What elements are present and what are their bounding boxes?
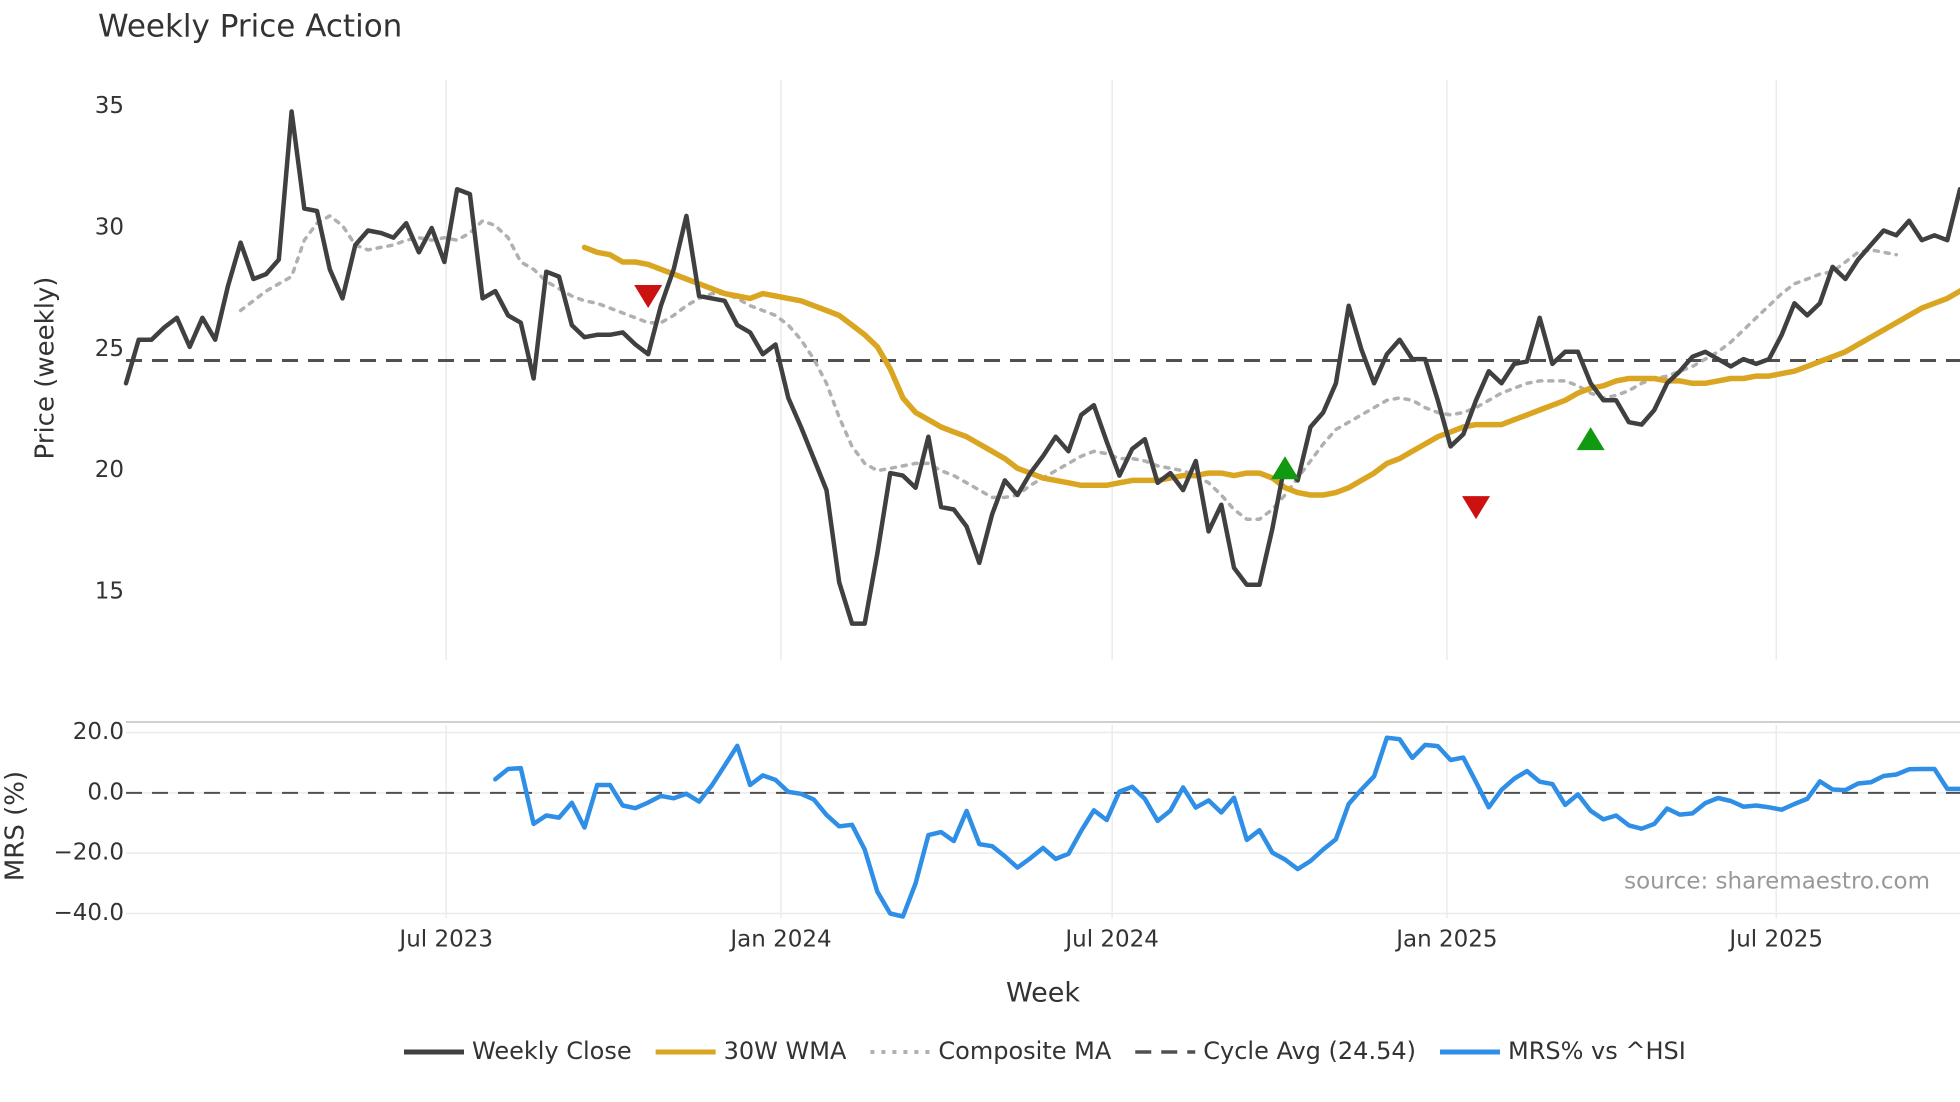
price-y-tick-label: 15 — [95, 579, 124, 605]
price-y-tick-label: 30 — [95, 215, 124, 241]
legend-label: MRS% vs ^HSI — [1508, 1037, 1686, 1065]
mrs-line — [493, 735, 1960, 919]
legend-label: Weekly Close — [472, 1037, 632, 1065]
wma-30w-line — [581, 244, 1960, 498]
price-y-tick-label: 35 — [95, 93, 124, 119]
mrs-gridlines — [126, 721, 1960, 918]
legend-label: Composite MA — [938, 1037, 1111, 1065]
x-tick-label: Jul 2023 — [397, 927, 493, 953]
mrs-y-tick-label: 0.0 — [87, 779, 124, 805]
price-y-tick-label: 25 — [95, 336, 124, 362]
x-tick-label: Jul 2025 — [1727, 927, 1823, 953]
chart-title: Weekly Price Action — [98, 9, 402, 45]
buy-signal-marker — [1576, 427, 1605, 451]
mrs-series — [493, 735, 1960, 919]
x-tick-label: Jan 2024 — [728, 927, 831, 953]
price-y-tick-label: 20 — [95, 457, 124, 483]
x-tick-labels: Jul 2023 Jan 2024 Jul 2024 Jan 2025 Jul 2025 — [397, 927, 1823, 953]
legend-label: Cycle Avg (24.54) — [1203, 1037, 1416, 1065]
x-tick-label: Jan 2025 — [1394, 927, 1497, 953]
mrs-y-tick-label: −20.0 — [54, 840, 124, 866]
mrs-y-tick-label: −40.0 — [54, 900, 124, 926]
signal-markers — [634, 284, 1605, 520]
legend-label: 30W WMA — [724, 1037, 847, 1065]
weekly-close-line — [123, 109, 1960, 626]
price-y-tick-labels: 15 20 25 30 35 — [95, 93, 124, 604]
source-annotation: source: sharemaestro.com — [1624, 869, 1930, 895]
price-gridlines — [445, 80, 1777, 660]
sell-signal-marker — [634, 284, 663, 308]
composite-ma-line — [238, 214, 1899, 521]
legend: Weekly Close 30W WMA Composite MA Cycle Avg… — [404, 1037, 1686, 1065]
price-y-axis-label: Price (weekly) — [31, 277, 61, 460]
mrs-y-axis-label: MRS (%) — [1, 771, 31, 881]
x-axis-label: Week — [1006, 978, 1080, 1009]
x-tick-label: Jul 2024 — [1063, 927, 1159, 953]
mrs-y-tick-label: 20.0 — [73, 719, 124, 745]
buy-signal-marker — [1270, 456, 1299, 480]
mrs-y-tick-labels: 20.0 0.0 −20.0 −40.0 — [54, 719, 124, 926]
sell-signal-marker — [1462, 496, 1491, 520]
price-series — [123, 109, 1960, 626]
